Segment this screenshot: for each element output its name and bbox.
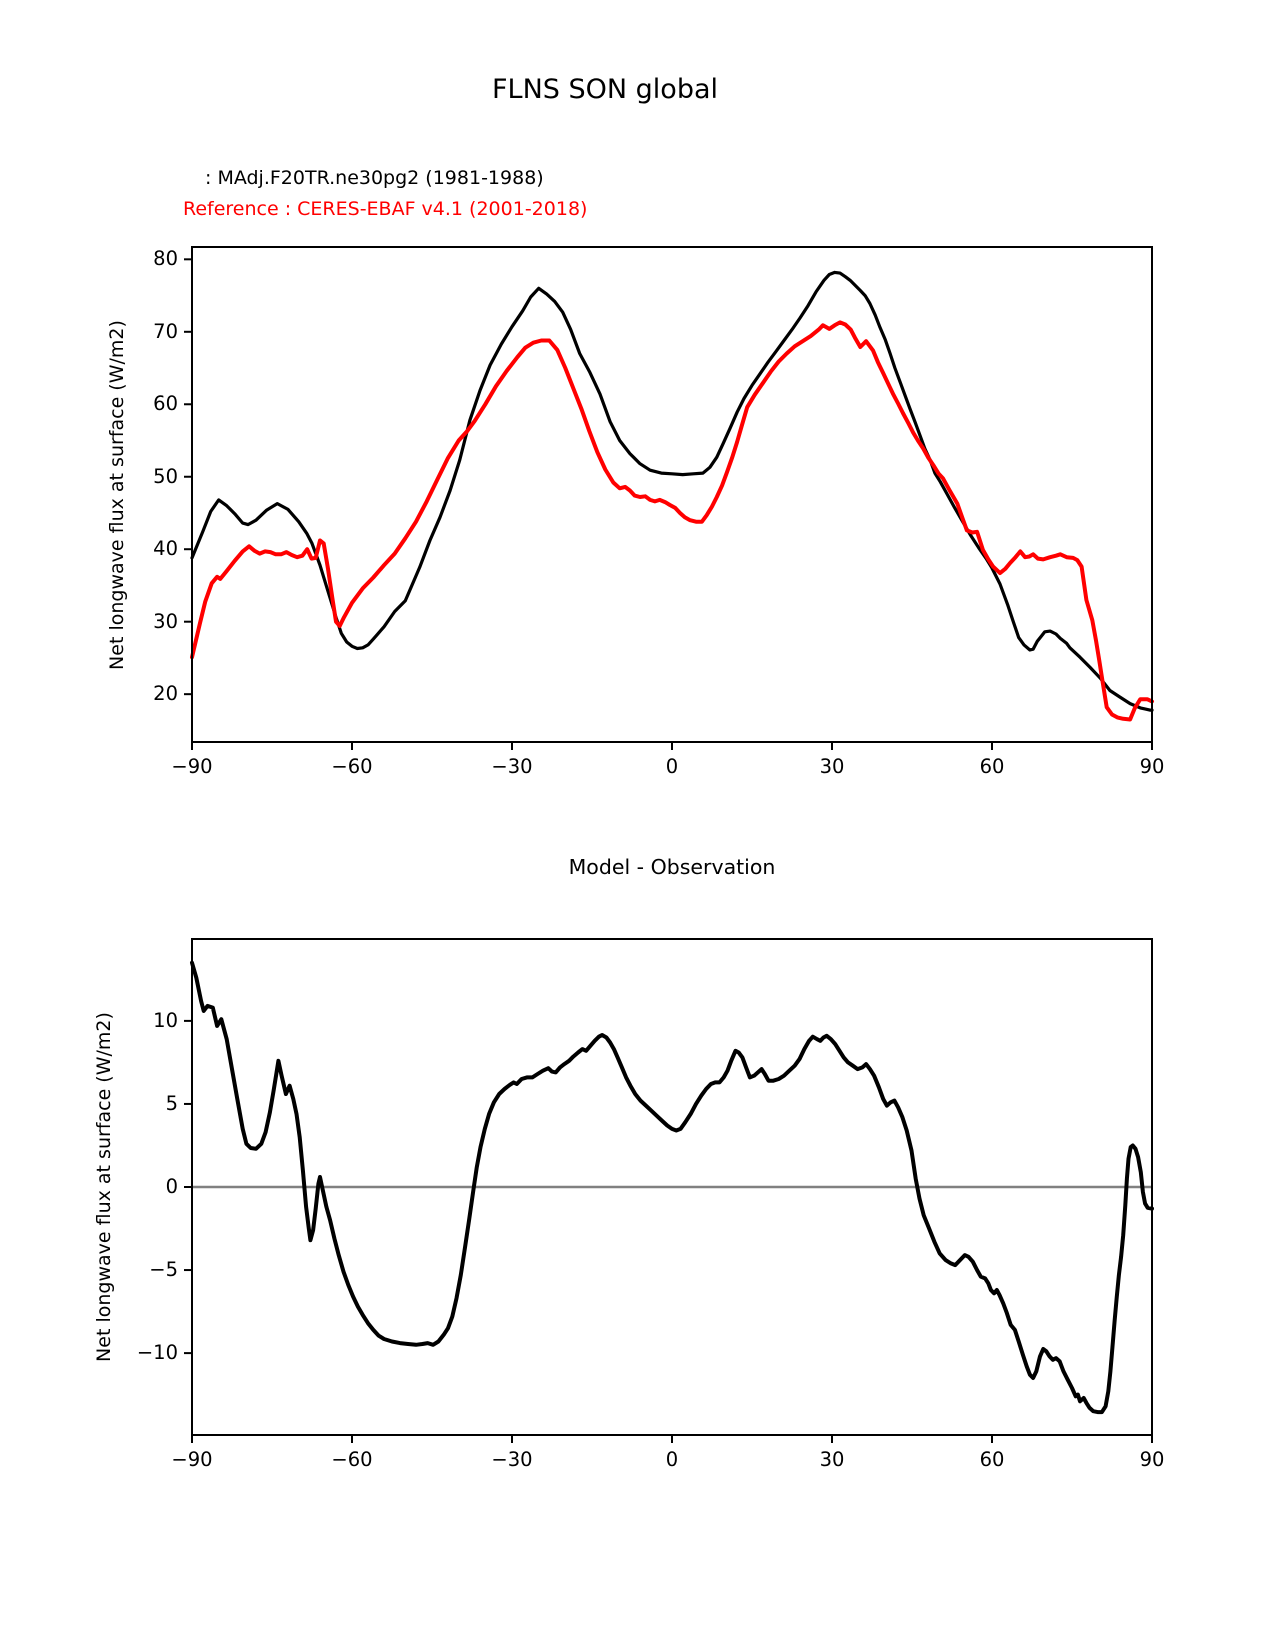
y-tick-label: 20 [153, 682, 178, 706]
y-tick-label: 70 [153, 319, 178, 343]
x-tick-label: −60 [331, 755, 373, 778]
y-tick-label: 40 [153, 537, 178, 561]
y-tick-label: 10 [153, 1008, 178, 1032]
legend-reference-label: Reference : CERES-EBAF v4.1 (2001-2018) [183, 198, 588, 220]
y-tick-label: 0 [165, 1175, 178, 1198]
x-tick-label: 30 [819, 1448, 845, 1471]
reference-curve [190, 320, 1154, 722]
x-tick-label: −60 [331, 1448, 373, 1471]
x-tick-label: −30 [491, 755, 533, 778]
y-tick-label: 30 [153, 609, 178, 633]
x-tick-label: 90 [1139, 1448, 1165, 1471]
x-tick-label: −90 [171, 1448, 213, 1471]
y-tick-label: 5 [165, 1091, 178, 1115]
axes-frame-top [191, 246, 1153, 743]
x-tick-label: 0 [665, 755, 679, 778]
x-tick-label: 60 [979, 755, 1005, 778]
x-tick-label: 90 [1139, 755, 1165, 778]
x-tick-label: −90 [171, 755, 213, 778]
difference-curve [190, 960, 1154, 1415]
figure-title: FLNS SON global [491, 74, 719, 105]
y-tick-label: −5 [149, 1258, 178, 1282]
y-tick-label: −10 [136, 1341, 178, 1365]
bottom-plot-title: Model - Observation [568, 855, 776, 879]
y-tick-label: 80 [153, 247, 178, 271]
y-tick-label: 60 [153, 392, 178, 416]
legend-model-label: : MAdj.F20TR.ne30pg2 (1981-1988) [205, 167, 544, 189]
y-tick-label: 50 [153, 464, 178, 488]
model-curve [190, 270, 1154, 712]
x-tick-label: 60 [979, 1448, 1005, 1471]
x-tick-label: 0 [665, 1448, 679, 1471]
x-tick-label: 30 [819, 755, 845, 778]
x-tick-label: −30 [491, 1448, 533, 1471]
